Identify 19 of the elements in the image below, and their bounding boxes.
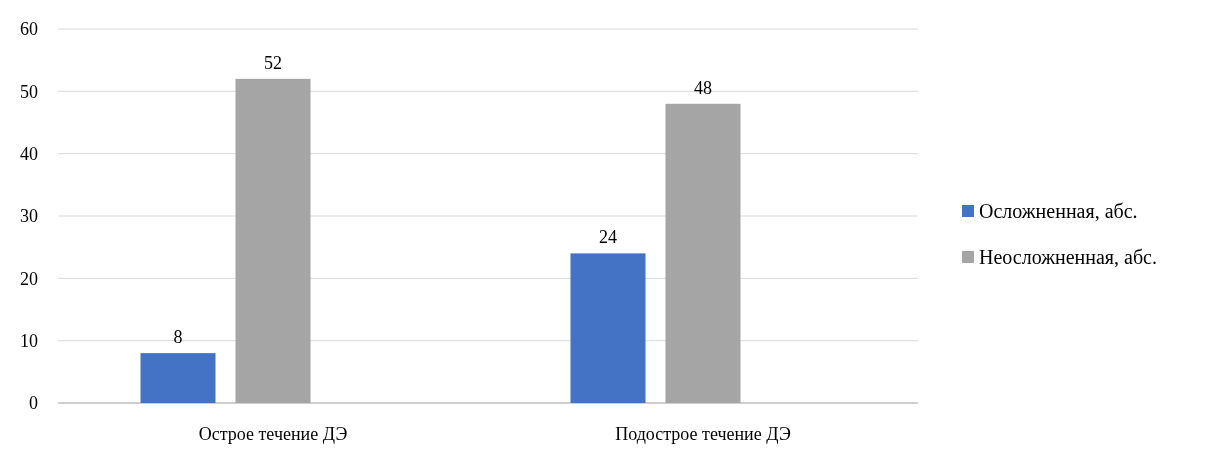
y-tick-label: 0 xyxy=(29,393,38,414)
legend-label: Осложненная, абс. xyxy=(979,200,1138,222)
bar xyxy=(140,353,216,403)
y-tick-label: 10 xyxy=(20,330,38,351)
data-label: 8 xyxy=(173,327,183,348)
bar xyxy=(570,253,646,403)
y-tick-label: 60 xyxy=(20,19,38,40)
x-tick-label: Подострое течение ДЭ xyxy=(615,424,791,444)
legend-label: Неосложненная, абс. xyxy=(979,246,1157,268)
y-tick-label: 30 xyxy=(20,206,38,227)
bar xyxy=(665,103,741,403)
y-tick-label: 40 xyxy=(20,143,38,164)
data-label: 24 xyxy=(599,227,617,248)
x-tick-label: Острое течение ДЭ xyxy=(198,424,348,444)
bar xyxy=(235,78,311,403)
data-label: 52 xyxy=(264,52,282,73)
data-label: 48 xyxy=(694,77,712,98)
y-tick-label: 50 xyxy=(20,81,38,102)
y-tick-label: 20 xyxy=(20,268,38,289)
